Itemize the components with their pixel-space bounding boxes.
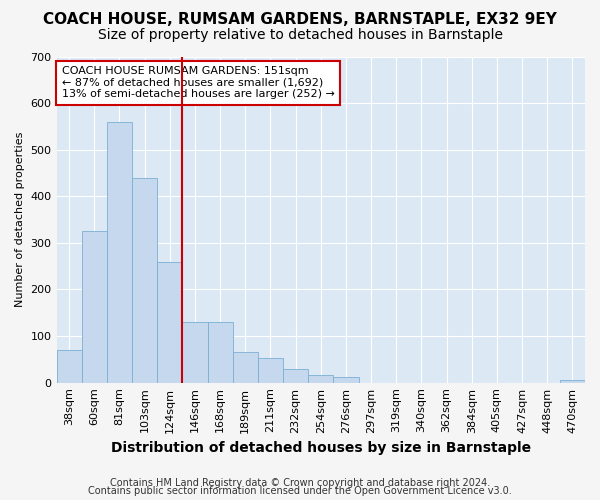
Text: Size of property relative to detached houses in Barnstaple: Size of property relative to detached ho… [97, 28, 503, 42]
Bar [182, 322, 208, 382]
Text: COACH HOUSE RUMSAM GARDENS: 151sqm
← 87% of detached houses are smaller (1,692)
: COACH HOUSE RUMSAM GARDENS: 151sqm ← 87%… [62, 66, 335, 100]
Bar [334, 377, 359, 382]
Bar [208, 322, 233, 382]
Bar [82, 231, 107, 382]
Bar [233, 352, 258, 382]
Bar [157, 262, 182, 382]
X-axis label: Distribution of detached houses by size in Barnstaple: Distribution of detached houses by size … [111, 441, 531, 455]
Text: Contains public sector information licensed under the Open Government Licence v3: Contains public sector information licen… [88, 486, 512, 496]
Bar [107, 122, 132, 382]
Bar [308, 375, 334, 382]
Text: COACH HOUSE, RUMSAM GARDENS, BARNSTAPLE, EX32 9EY: COACH HOUSE, RUMSAM GARDENS, BARNSTAPLE,… [43, 12, 557, 28]
Bar [258, 358, 283, 382]
Bar [560, 380, 585, 382]
Text: Contains HM Land Registry data © Crown copyright and database right 2024.: Contains HM Land Registry data © Crown c… [110, 478, 490, 488]
Bar [283, 368, 308, 382]
Y-axis label: Number of detached properties: Number of detached properties [15, 132, 25, 308]
Bar [132, 178, 157, 382]
Bar [56, 350, 82, 382]
